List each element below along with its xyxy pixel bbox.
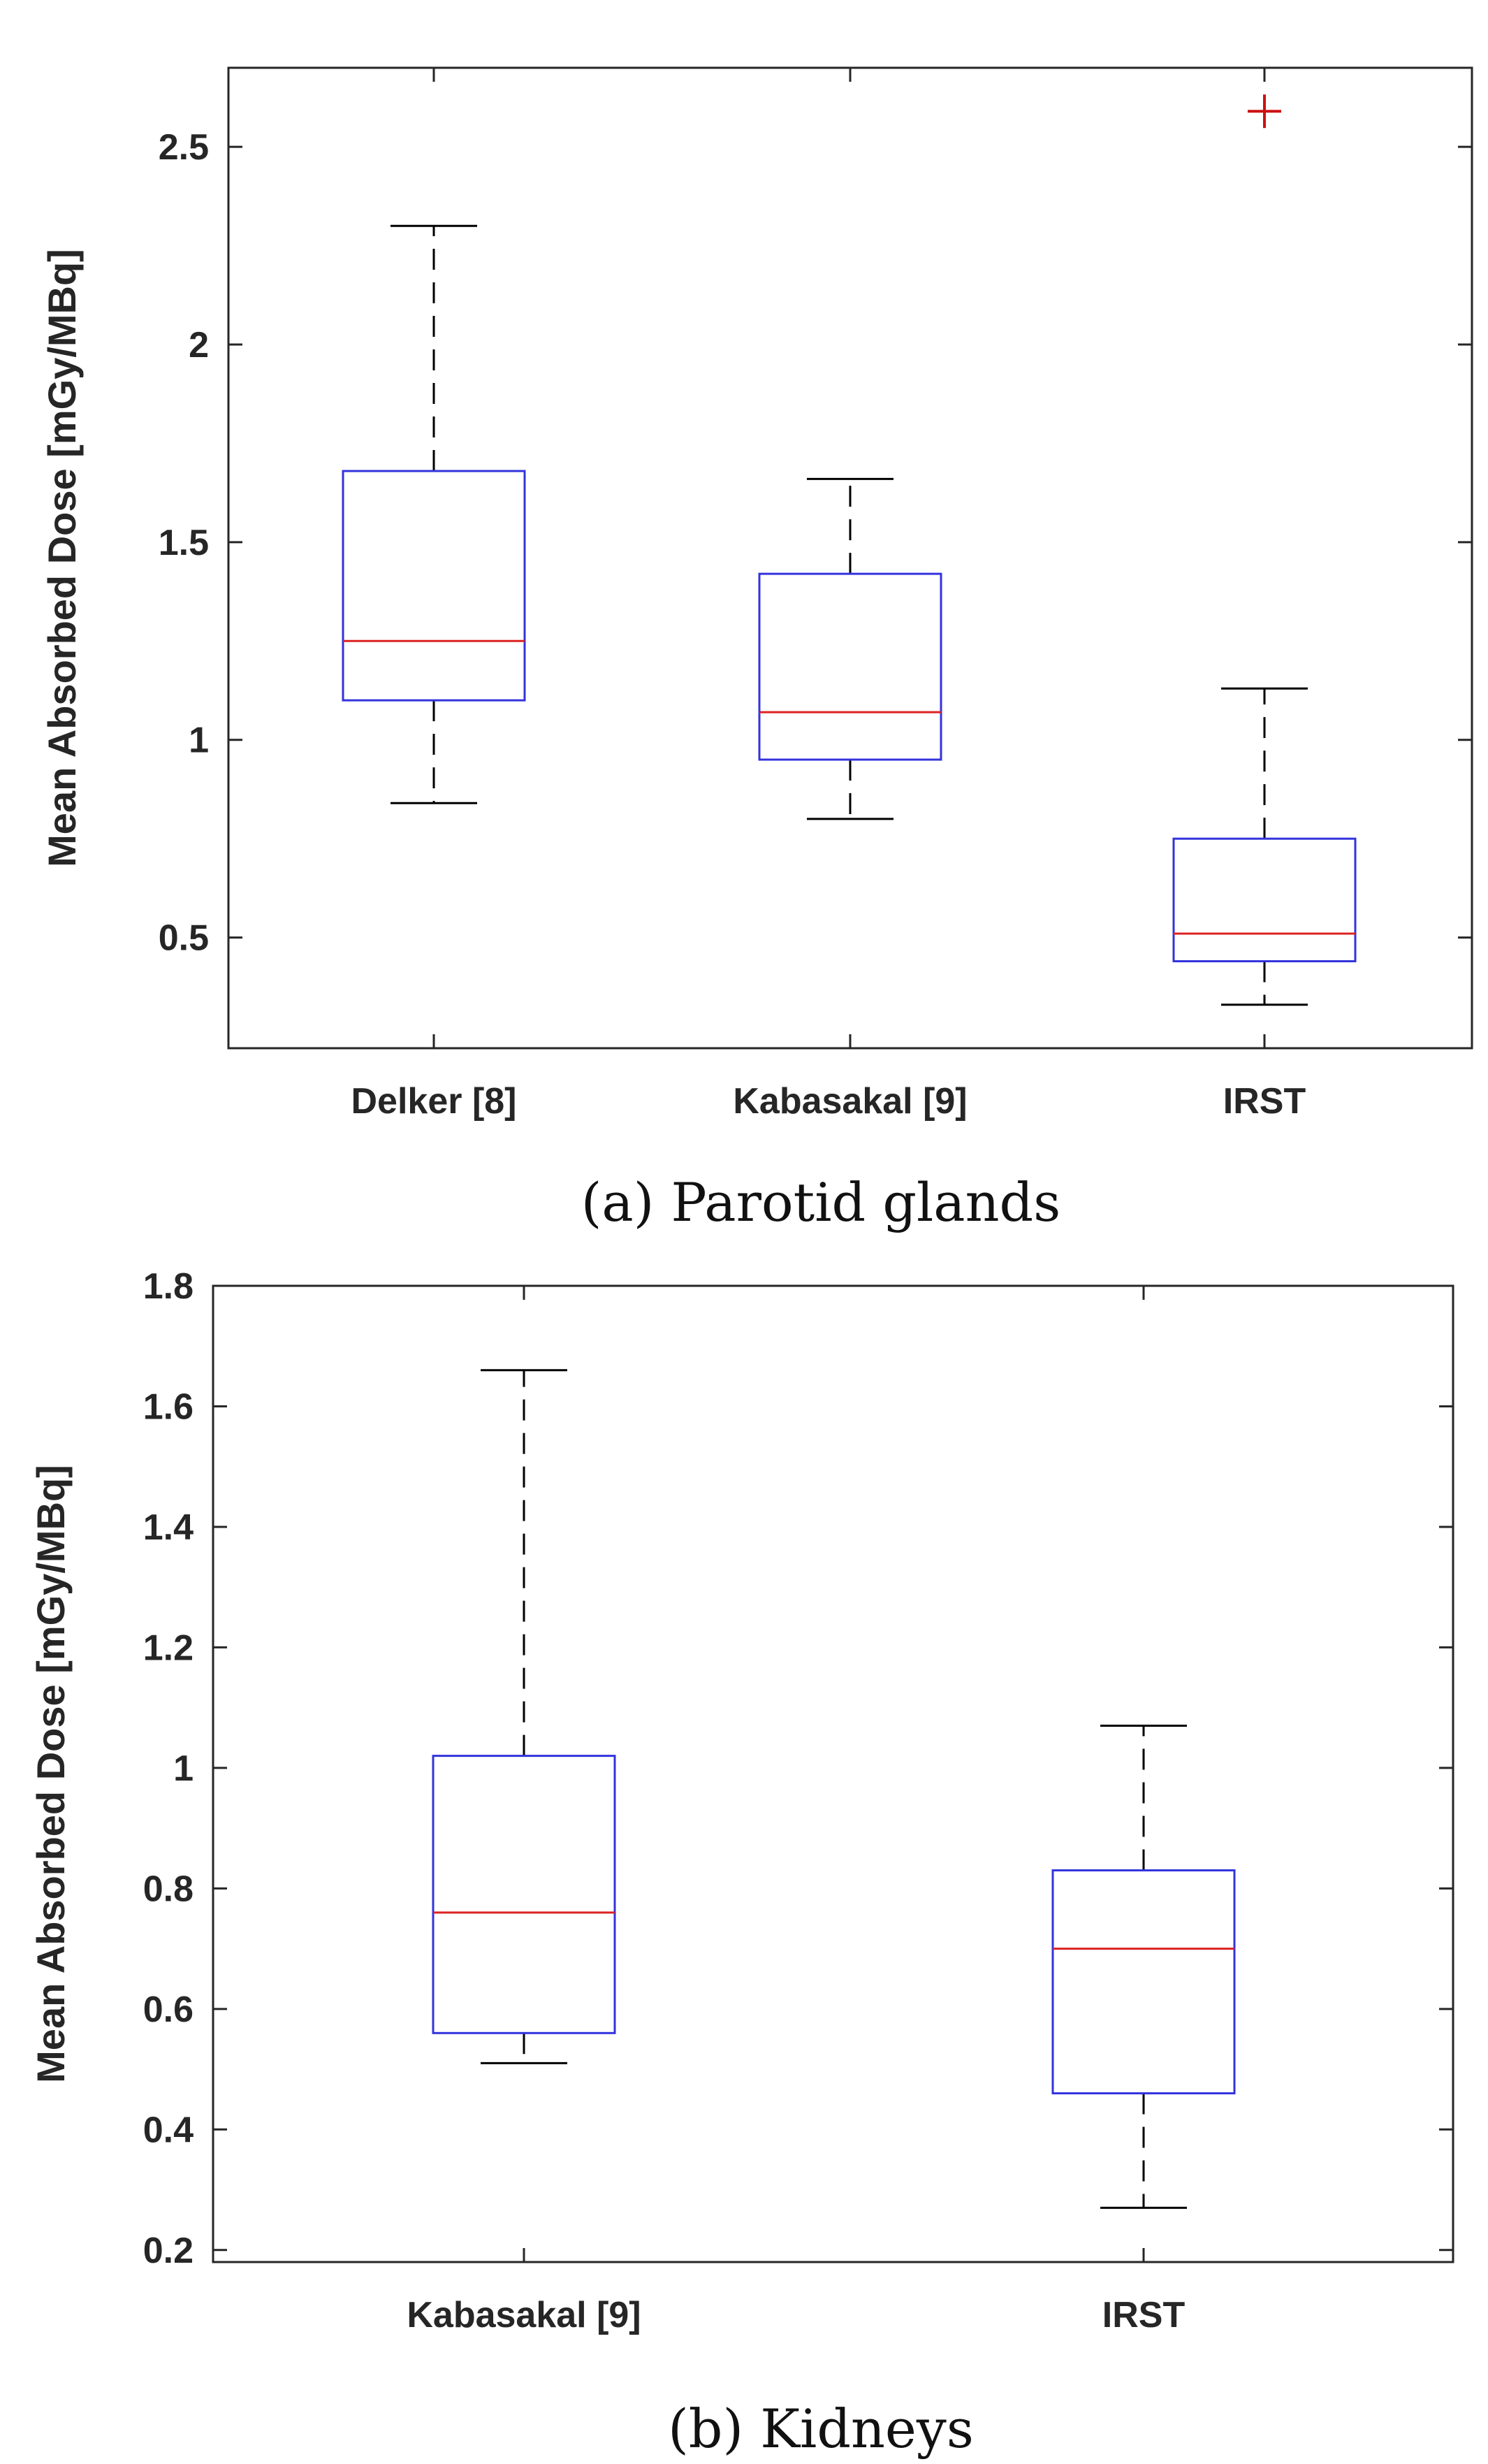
- y-tick-label: 1.8: [143, 1266, 194, 1307]
- y-tick-label: 2: [189, 325, 209, 365]
- chart-caption: (b) Kidneys: [668, 2398, 974, 2460]
- x-tick-label: Delker [8]: [351, 1081, 517, 1122]
- x-tick-label: Kabasakal [9]: [407, 2295, 641, 2335]
- chart-kidneys: 0.2 0.4 0.6 0.8 1 1.2 1.4 1.6 1.8 Kabasakal [9] IR…: [29, 1266, 1454, 2460]
- y-tick-label: 2.5: [159, 127, 209, 168]
- y-tick-label: 1.2: [143, 1628, 194, 1668]
- iqr-box: [342, 470, 526, 702]
- iqr-box: [432, 1755, 616, 2034]
- chart-parotid-glands: 0.5 1 1.5 2 2.5 Delker [8] Kabasakal [9] IRST Me…: [40, 66, 1473, 1233]
- y-tick-label: 0.4: [143, 2110, 194, 2150]
- chart-caption: (a) Parotid glands: [581, 1171, 1060, 1233]
- x-tick-label: IRST: [1102, 2295, 1186, 2335]
- box-1: [1051, 1725, 1236, 2209]
- outlier-marker: [1248, 94, 1281, 129]
- x-tick-label: Kabasakal [9]: [733, 1081, 967, 1122]
- y-tick-label: 0.2: [143, 2231, 194, 2271]
- box-2: [1172, 94, 1357, 1006]
- iqr-box: [758, 572, 942, 761]
- y-tick-label: 1.5: [159, 523, 209, 563]
- box-0: [342, 224, 526, 804]
- y-axis-title: Mean Absorbed Dose [mGy/MBq]: [29, 1465, 73, 2083]
- y-tick-label: 1.6: [143, 1386, 194, 1427]
- y-tick-label: 1.4: [143, 1507, 194, 1548]
- y-tick-label: 1: [173, 1748, 194, 1789]
- y-tick-label: 0.5: [159, 918, 209, 959]
- box-1: [758, 477, 942, 820]
- box-0: [432, 1369, 616, 2064]
- y-tick-label: 1: [189, 720, 209, 761]
- x-tick-label: IRST: [1223, 1081, 1306, 1122]
- y-tick-label: 0.6: [143, 1990, 194, 2030]
- iqr-box: [1051, 1869, 1236, 2095]
- y-tick-label: 0.8: [143, 1869, 194, 1909]
- plot-frame: [212, 1284, 1454, 2263]
- y-axis-title: Mean Absorbed Dose [mGy/MBq]: [40, 249, 84, 867]
- iqr-box: [1172, 837, 1357, 963]
